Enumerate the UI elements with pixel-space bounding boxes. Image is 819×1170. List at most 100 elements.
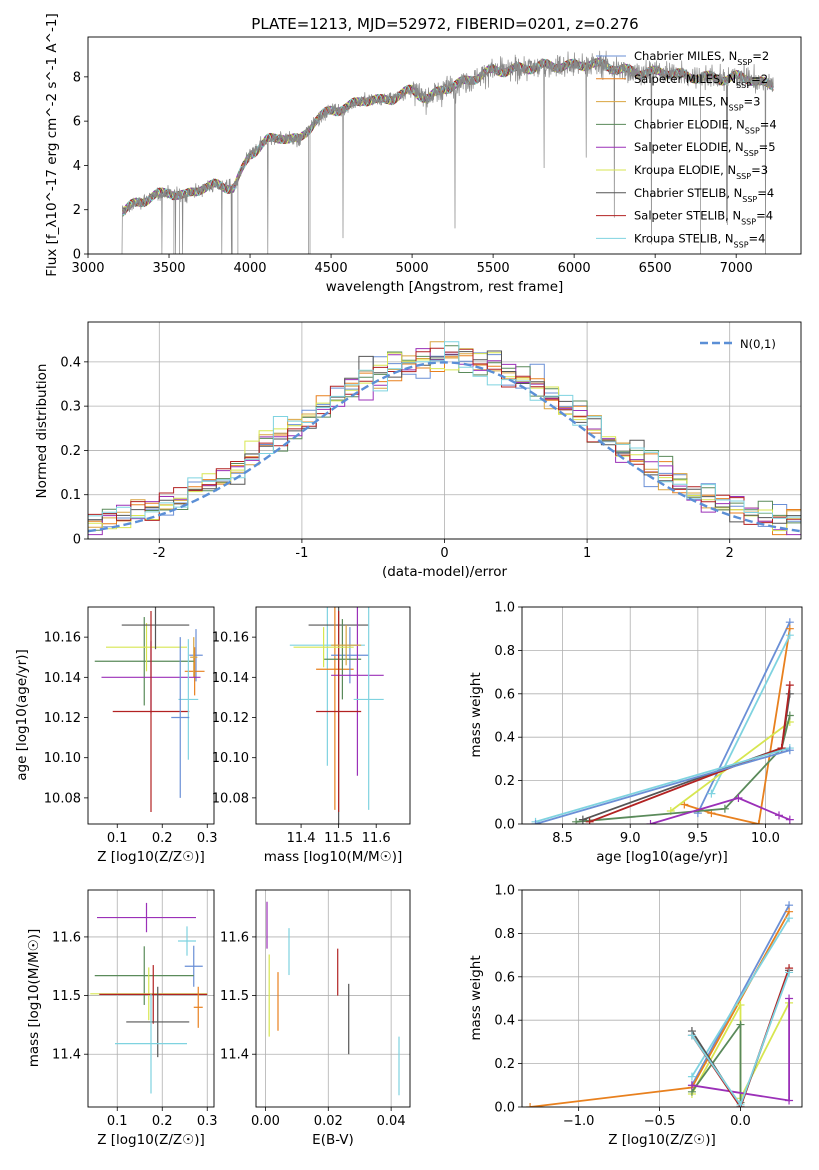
x-tick-label: 0 <box>440 546 448 561</box>
x-axis-label: Z [log10(Z/Z☉)] <box>97 849 205 865</box>
weight-marker <box>526 1103 535 1107</box>
x-tick-label: 6000 <box>558 261 591 276</box>
x-tick-label: 0.0 <box>730 1114 751 1129</box>
weight-marker <box>785 968 794 977</box>
panel-residuals: -2 -1 0 1 2 0 0.1 0.2 0.3 0.4 (data-model)/error No… <box>34 321 802 580</box>
x-axis-label: Z [log10(Z/Z☉)] <box>97 1132 205 1148</box>
x-tick-label: 0.00 <box>251 1114 280 1129</box>
y-tick-label: 0.6 <box>494 687 515 702</box>
y-tick-label: 0.0 <box>494 1101 515 1116</box>
panel-mass_vs_EBV: 0.00 0.02 0.04 11.4 11.5 11.6 E(B-V) <box>220 889 411 1148</box>
y-tick-label: 10.12 <box>212 711 249 726</box>
weight-marker <box>785 631 794 640</box>
weight-marker <box>646 820 655 824</box>
legend-subscript: SSP <box>744 149 759 158</box>
weight-marker <box>734 793 743 802</box>
legend-subscript: SSP <box>745 126 760 135</box>
legend-label: Chabrier ELODIE, NSSP=4 <box>634 117 777 135</box>
x-tick-label: 0.04 <box>377 1114 406 1129</box>
x-tick-label: 0.3 <box>197 831 218 846</box>
x-tick-label: 5500 <box>477 261 510 276</box>
weight-marker <box>736 1020 745 1029</box>
y-tick-label: 0 <box>73 248 81 263</box>
panel-spectrum: 3000 3500 4000 4500 5000 5500 6000 6500 7000 0 2 4 6… <box>44 13 802 295</box>
y-axis-label: Flux [f_λ10^-17 erg cm^-2 s^-1 A^-1] <box>44 13 60 276</box>
x-tick-label: -2 <box>153 546 166 561</box>
y-tick-label: 0.2 <box>60 444 81 459</box>
panel-weight_vs_age: 8.5 9.0 9.5 10.0 0.0 0.2 0.4 0.6 0.8 1.0 age [log1… <box>468 601 803 865</box>
y-tick-label: 10.16 <box>44 631 81 646</box>
weight-marker <box>775 811 784 820</box>
legend-subscript: SSP <box>734 240 749 249</box>
y-tick-label: 10.14 <box>212 671 249 686</box>
x-tick-label: 2 <box>726 546 734 561</box>
weight-line <box>696 621 791 814</box>
x-axis-label: wavelength [Angstrom, rest frame] <box>326 279 564 295</box>
y-tick-label: 10.08 <box>212 791 249 806</box>
x-tick-label: 8.5 <box>552 831 573 846</box>
weight-marker <box>785 681 794 690</box>
x-axis-label: mass [log10(M/M☉)] <box>264 849 403 865</box>
weight-marker <box>531 820 540 824</box>
y-tick-label: 10.16 <box>212 631 249 646</box>
axes-frame <box>87 606 215 825</box>
legend-label: Kroupa ELODIE, NSSP=3 <box>634 163 768 181</box>
plot-area <box>531 618 794 824</box>
legend-subscript: SSP <box>742 194 757 203</box>
plot-area <box>266 901 400 1096</box>
legend-subscript: SSP <box>736 172 751 181</box>
x-axis-label: (data-model)/error <box>382 564 508 580</box>
axes-frame <box>255 889 411 1108</box>
y-tick-label: 0.4 <box>494 1014 515 1029</box>
x-tick-label: 10.0 <box>751 831 780 846</box>
x-axis-label: Z [log10(Z/Z☉)] <box>608 1132 716 1148</box>
y-tick-label: 0.2 <box>494 1057 515 1072</box>
legend-subscript: SSP <box>736 80 751 89</box>
weight-line <box>576 715 791 823</box>
y-tick-label: 11.4 <box>52 1048 81 1063</box>
panel-age_vs_Z: 0.1 0.2 0.3 10.08 10.10 10.12 10.14 10.16 Z [log… <box>14 606 218 865</box>
legend-label: Chabrier MILES, NSSP=2 <box>634 49 769 67</box>
x-tick-label: 3000 <box>71 261 104 276</box>
y-tick-label: 2 <box>73 203 81 218</box>
y-tick-label: 11.5 <box>220 989 249 1004</box>
x-tick-label: 0.2 <box>152 831 173 846</box>
weight-line <box>691 917 790 1078</box>
axes-frame <box>521 606 803 825</box>
x-tick-label: 1 <box>583 546 591 561</box>
plot-area <box>90 902 208 1094</box>
weight-marker <box>585 817 594 824</box>
weight-marker <box>687 1072 696 1081</box>
y-tick-label: 10.14 <box>44 671 81 686</box>
x-tick-label: 5000 <box>396 261 429 276</box>
plot-area <box>121 50 774 254</box>
y-tick-label: 10.12 <box>44 711 81 726</box>
histogram-step <box>88 341 801 539</box>
weight-line <box>589 684 791 823</box>
y-tick-label: 10.10 <box>44 751 81 766</box>
x-tick-label: -1 <box>295 546 308 561</box>
plot-area <box>88 341 801 539</box>
weight-line <box>650 797 791 824</box>
weight-marker <box>707 789 716 798</box>
y-tick-label: 0.0 <box>494 818 515 833</box>
x-axis-label: age [log10(age/yr)] <box>596 849 728 865</box>
plot-area <box>526 901 794 1107</box>
weight-marker <box>578 815 587 824</box>
weight-marker <box>785 815 794 824</box>
y-tick-label: 0.4 <box>60 355 81 370</box>
axes-frame <box>255 606 411 825</box>
y-tick-label: 0.1 <box>60 488 81 503</box>
x-tick-label: 3500 <box>152 261 185 276</box>
panel-weight_vs_Z: −1.0 −0.5 0.0 0.0 0.2 0.4 0.6 0.8 1.0 Z [log10(Z/… <box>468 884 803 1148</box>
x-axis-label: E(B-V) <box>312 1132 354 1148</box>
legend-label: Salpeter STELIB, NSSP=4 <box>634 209 773 227</box>
figure-title: PLATE=1213, MJD=52972, FIBERID=0201, z=0… <box>251 15 638 33</box>
y-tick-label: 11.4 <box>220 1048 249 1063</box>
legend-subscript: SSP <box>741 217 756 226</box>
weight-line <box>535 749 791 824</box>
y-tick-label: 0.3 <box>60 400 81 415</box>
x-tick-label: 4000 <box>233 261 266 276</box>
y-tick-label: 0.8 <box>494 927 515 942</box>
